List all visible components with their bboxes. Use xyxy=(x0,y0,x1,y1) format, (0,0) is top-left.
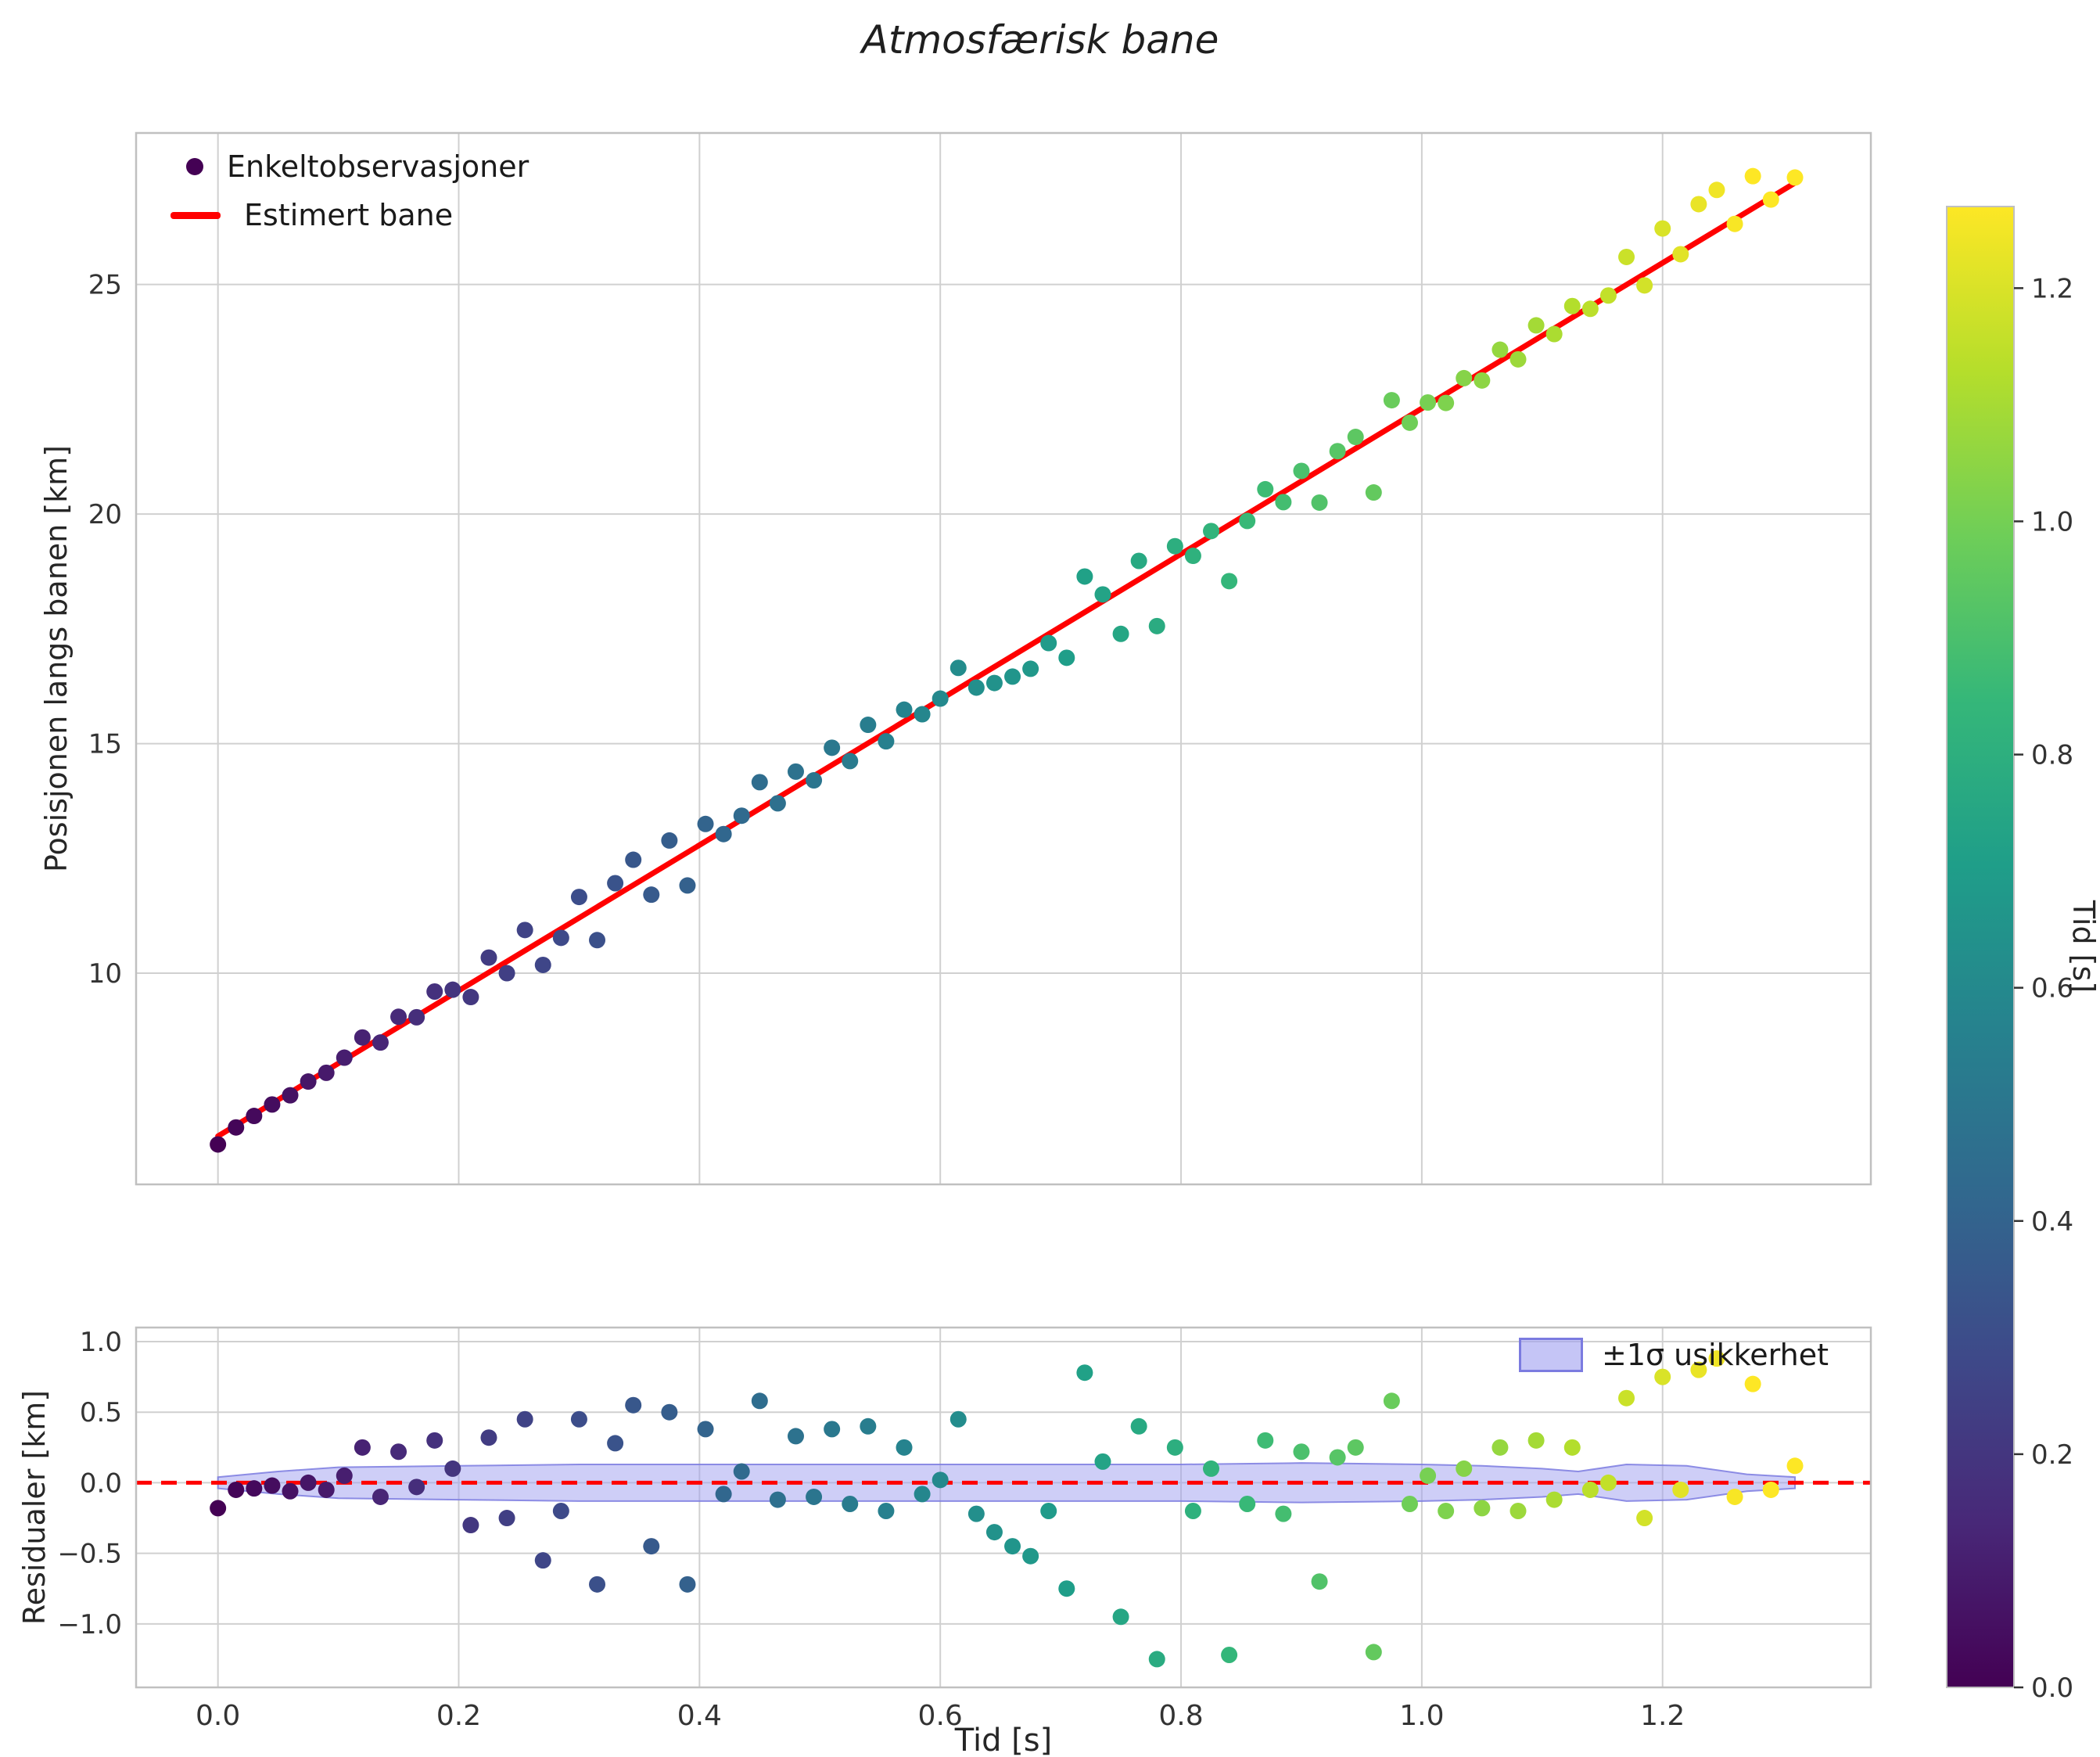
svg-text:1.0: 1.0 xyxy=(80,1327,122,1358)
main-y-axis-label: Posisjonen langs banen [km] xyxy=(39,444,74,873)
svg-text:1.2: 1.2 xyxy=(2031,273,2073,304)
svg-text:10: 10 xyxy=(88,958,122,990)
legend-entry-trend: Estimert bane xyxy=(171,191,529,239)
svg-text:0.2: 0.2 xyxy=(436,1700,481,1732)
svg-text:1.0: 1.0 xyxy=(1399,1700,1444,1732)
chart-title: Atmosfærisk bane xyxy=(861,17,1219,63)
legend-entry-observations: Enkeltobservasjoner xyxy=(171,142,529,191)
svg-text:0.5: 0.5 xyxy=(80,1397,122,1428)
svg-text:−1.0: −1.0 xyxy=(57,1609,122,1640)
svg-text:0.4: 0.4 xyxy=(2031,1206,2073,1238)
svg-text:0.8: 0.8 xyxy=(2031,740,2073,771)
svg-text:0.0: 0.0 xyxy=(196,1700,240,1732)
svg-text:−0.5: −0.5 xyxy=(57,1539,122,1570)
svg-text:0.2: 0.2 xyxy=(2031,1439,2073,1471)
trend-line-icon xyxy=(171,211,221,219)
legend-label-trend: Estimert bane xyxy=(244,198,454,232)
uncertainty-band-icon xyxy=(1519,1338,1583,1372)
residual-y-axis-label: Residualer [km] xyxy=(17,1389,52,1626)
scatter-marker-icon xyxy=(186,158,203,175)
svg-text:25: 25 xyxy=(88,270,122,301)
svg-text:1.0: 1.0 xyxy=(2031,506,2073,537)
colorbar-label: Tid [s] xyxy=(2066,900,2100,993)
svg-text:0.8: 0.8 xyxy=(1158,1700,1203,1732)
svg-text:15: 15 xyxy=(88,729,122,760)
svg-text:20: 20 xyxy=(88,499,122,530)
svg-text:0.6: 0.6 xyxy=(918,1700,963,1732)
residual-legend: ±1σ usikkerhet xyxy=(1519,1338,1829,1372)
svg-text:0.0: 0.0 xyxy=(80,1468,122,1499)
svg-text:0.0: 0.0 xyxy=(2031,1673,2073,1704)
x-axis-label: Tid [s] xyxy=(954,1723,1053,1757)
legend-label-observations: Enkeltobservasjoner xyxy=(227,149,529,184)
svg-text:0.6: 0.6 xyxy=(2031,973,2073,1004)
main-legend: Enkeltobservasjoner Estimert bane xyxy=(171,142,529,239)
svg-text:1.2: 1.2 xyxy=(1640,1700,1685,1732)
legend-label-uncertainty: ±1σ usikkerhet xyxy=(1602,1338,1829,1372)
svg-text:0.4: 0.4 xyxy=(677,1700,722,1732)
